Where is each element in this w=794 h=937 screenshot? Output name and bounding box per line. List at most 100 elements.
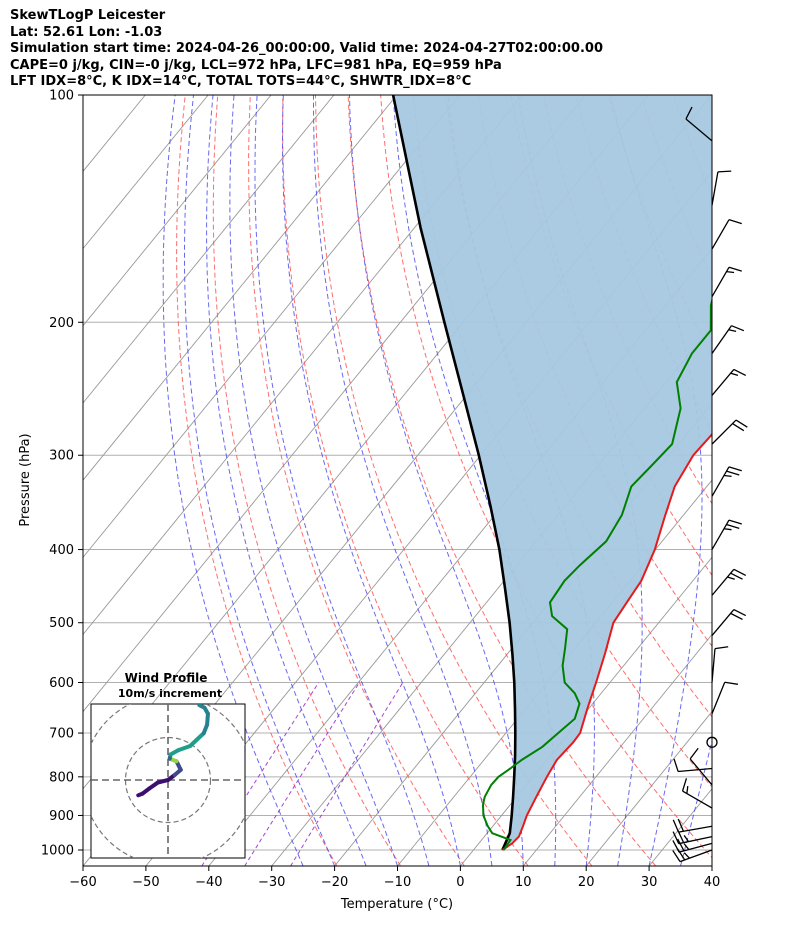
barb-feather (714, 646, 729, 650)
dry-adiabat (739, 95, 794, 866)
barb-shaft (711, 325, 733, 354)
barb-feather (728, 466, 742, 472)
moist-adiabat (281, 95, 461, 866)
y-tick-label: 900 (49, 809, 74, 824)
isotherm-line (83, 95, 398, 481)
wind-barb (711, 419, 748, 445)
hodograph-ring (124, 736, 212, 824)
barb-shaft (711, 648, 716, 683)
hodograph-plot (91, 704, 245, 858)
barb-feather (686, 785, 689, 794)
barb-feather (733, 568, 747, 576)
barb-shaft (689, 758, 713, 786)
barb-shaft (678, 835, 713, 845)
x-tick-label: −40 (195, 875, 222, 890)
barb-feather (727, 576, 735, 580)
barb-feather (677, 818, 685, 832)
barb-shaft (711, 609, 735, 637)
barb-shaft (711, 266, 730, 298)
time-line: Simulation start time: 2024-04-26_00:00:… (10, 41, 603, 56)
barb-shaft (711, 466, 730, 497)
barb-feather (724, 681, 739, 685)
x-tick-label: 30 (641, 875, 658, 890)
moist-adiabat (744, 95, 794, 866)
barb-feather (730, 372, 739, 377)
y-axis-label: Pressure (hPa) (18, 433, 33, 526)
isotherm-line (585, 710, 712, 866)
wind-barb (711, 568, 747, 596)
barb-feather (726, 270, 735, 274)
moist-adiabat (206, 95, 367, 866)
wind-barb (681, 778, 713, 809)
isotherm-line (83, 95, 461, 559)
y-tick-label: 200 (49, 316, 74, 331)
barb-feather (683, 843, 690, 850)
moist-adiabat (349, 95, 524, 866)
dry-adiabat (248, 95, 465, 866)
barb-feather (731, 325, 745, 332)
moist-adiabat (392, 95, 557, 866)
barb-shaft (678, 767, 713, 773)
barb-feather (726, 470, 740, 476)
location-line: Lat: 52.61 Lon: -1.03 (10, 24, 163, 40)
dry-adiabat (176, 95, 338, 866)
barb-feather (730, 572, 743, 580)
y-tick-label: 500 (49, 616, 74, 631)
barb-feather (681, 778, 688, 792)
negative-area-shading (393, 95, 712, 850)
calm-wind-circle (706, 736, 718, 748)
barb-feather (728, 219, 742, 225)
hodograph-subtitle: 10m/s increment (118, 687, 222, 700)
isotherm-line (711, 865, 712, 866)
x-tick-label: −30 (258, 875, 285, 890)
wind-barb (672, 830, 713, 845)
dry-adiabat (705, 95, 712, 112)
barb-shaft (711, 171, 719, 206)
isotherm-line (83, 95, 524, 636)
wind-barbs (672, 106, 748, 863)
axes: −60 −50 −40 −30 −20 −10 0 10 20 30 40 100 200 300 400 5… (41, 89, 720, 891)
hodograph-segment (197, 704, 207, 710)
wind-barb (689, 747, 713, 786)
wind-barb (711, 368, 747, 396)
barb-feather (717, 170, 732, 173)
barb-feather (728, 266, 742, 272)
barb-shaft (711, 219, 730, 250)
moist-adiabat (162, 95, 304, 866)
wind-barb (711, 325, 745, 354)
hodograph-segment (188, 731, 206, 748)
moist-adiabat (711, 864, 712, 866)
barb-feather (726, 523, 740, 529)
barb-shaft (678, 825, 713, 833)
x-tick-label: −20 (321, 875, 348, 890)
mixing-ratio-line (290, 682, 404, 866)
barb-shaft (711, 681, 726, 715)
barb-shaft (711, 368, 735, 396)
barb-feather (728, 519, 742, 525)
dewpoint-line (481, 296, 712, 851)
chart-title-block: SkewTLogP Leicester Lat: 52.61 Lon: -1.0… (10, 8, 603, 91)
barb-feather (728, 329, 737, 332)
barb-shaft (711, 568, 735, 596)
barb-shaft (685, 118, 713, 142)
barb-feather (672, 819, 680, 833)
wind-barb (673, 758, 713, 773)
isotherm-line (83, 95, 335, 404)
dry-adiabat (282, 95, 529, 866)
dry-adiabat (315, 95, 593, 866)
moist-adiabat (313, 95, 493, 866)
barb-feather (689, 747, 699, 760)
wind-barb (711, 466, 742, 497)
wind-barb (711, 681, 739, 715)
profile-lines (391, 95, 712, 851)
x-tick-label: 20 (578, 875, 595, 890)
wind-barb (672, 818, 713, 833)
y-tick-label: 300 (49, 449, 74, 464)
x-tick-label: −10 (384, 875, 411, 890)
moist-adiabat (184, 95, 336, 866)
hodograph-title: Wind Profile (125, 671, 208, 685)
temperature-line (501, 432, 712, 851)
hodograph-inset (90, 703, 246, 859)
isotherm-line (83, 95, 272, 327)
